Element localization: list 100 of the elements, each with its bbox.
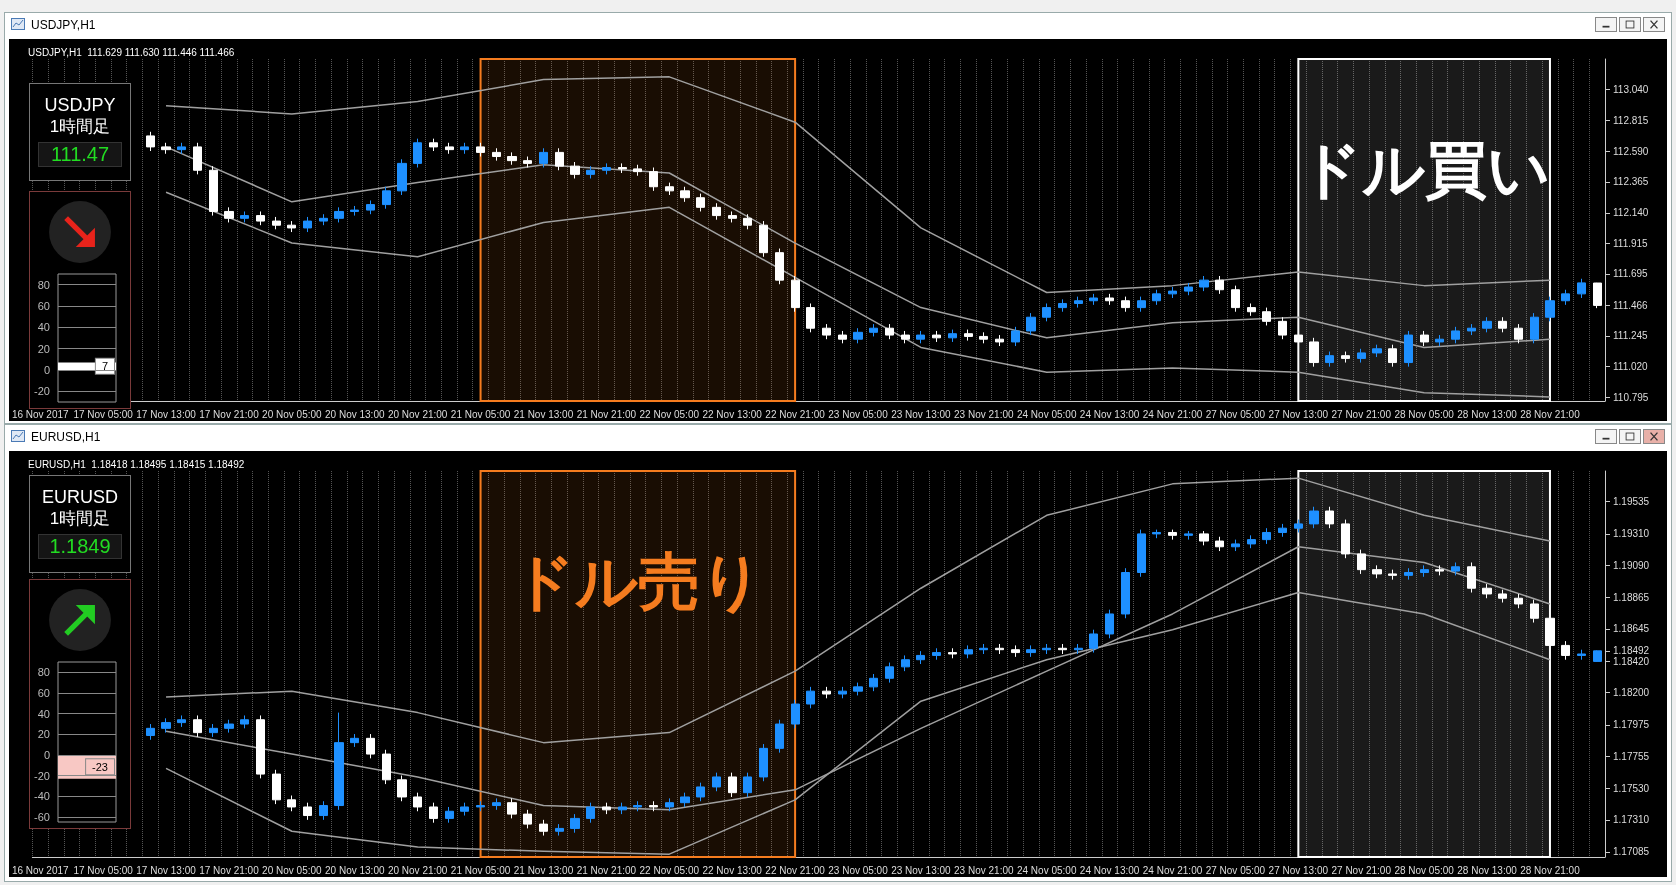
y-tick-label: 0 [43, 748, 50, 761]
candlestick [1561, 289, 1570, 306]
candlestick [1231, 539, 1240, 552]
candlestick [539, 147, 548, 169]
y-tick-label: 111.695 [1613, 268, 1649, 280]
candlestick [1482, 316, 1492, 333]
candlestick [696, 193, 705, 212]
y-tick-label: 1.18865 [1613, 592, 1650, 604]
candlestick [1435, 564, 1444, 576]
candlestick [1011, 326, 1020, 347]
line-series [165, 76, 1551, 294]
candlestick [1247, 534, 1256, 549]
candlestick [1420, 564, 1429, 578]
candlestick [256, 210, 265, 226]
x-tick-label: 28 Nov 05:00 [1394, 864, 1455, 876]
candlestick [586, 165, 595, 179]
candlestick [1121, 296, 1130, 313]
candlestick [696, 782, 705, 802]
y-tick-label: 112.590 [1613, 145, 1649, 157]
x-tick-label: 21 Nov 13:00 [513, 864, 574, 876]
candlestick [161, 717, 171, 734]
x-tick-label: 22 Nov 13:00 [702, 864, 763, 876]
candlestick [1530, 312, 1539, 344]
candlestick [1199, 275, 1209, 292]
candlestick [1231, 285, 1240, 313]
candlestick [1498, 589, 1507, 604]
candlestick [680, 792, 690, 808]
candlestick [303, 216, 312, 233]
candlestick [948, 647, 957, 659]
candlestick [382, 186, 391, 210]
x-tick-label: 17 Nov 05:00 [73, 408, 134, 420]
candlestick [1388, 344, 1397, 368]
candlestick [932, 330, 941, 343]
candlestick [586, 802, 595, 824]
data-label: 7 [101, 360, 108, 373]
candlestick [916, 330, 925, 344]
candlestick [979, 331, 988, 344]
x-tick-label: 21 Nov 21:00 [576, 864, 637, 876]
text: EURUSD [41, 486, 119, 508]
x-tick-label: 27 Nov 13:00 [1268, 864, 1329, 876]
candlestick [775, 719, 784, 754]
y-tick-label: 20 [37, 728, 50, 741]
data-label: -23 [92, 760, 108, 773]
y-tick-label: 111.245 [1613, 330, 1649, 342]
text: USDJPY [43, 94, 117, 116]
candlestick [1262, 527, 1271, 545]
candlestick [350, 733, 359, 748]
candlestick [1262, 307, 1271, 326]
x-tick-label: 28 Nov 13:00 [1457, 864, 1518, 876]
x-tick-label: 24 Nov 21:00 [1142, 864, 1203, 876]
candlestick [806, 302, 815, 333]
y-tick-label: -20 [34, 385, 50, 398]
y-tick-label: 112.140 [1613, 207, 1649, 219]
x-tick-label: 27 Nov 05:00 [1205, 408, 1266, 420]
y-tick-label: 1.18200 [1613, 687, 1650, 699]
candlestick [728, 210, 737, 223]
candlestick [728, 772, 737, 798]
candlestick [1247, 302, 1256, 317]
x-tick-label: 22 Nov 21:00 [765, 408, 826, 420]
x-tick-label: 23 Nov 21:00 [954, 864, 1014, 876]
candlestick [1184, 530, 1193, 541]
candlestick [1168, 286, 1177, 299]
candlestick [1404, 567, 1413, 581]
candlestick [1593, 649, 1602, 663]
candlestick [1388, 569, 1397, 581]
candlestick [680, 186, 690, 203]
candlestick [1545, 296, 1555, 322]
x-tick-label: 22 Nov 13:00 [702, 408, 763, 420]
candlestick [712, 202, 721, 221]
candlestick [1199, 530, 1209, 546]
candlestick [1341, 519, 1350, 559]
y-tick-label: -20 [34, 769, 50, 782]
candlestick [476, 800, 485, 812]
candlestick [1042, 643, 1051, 655]
candlestick [460, 142, 469, 155]
candlestick [492, 147, 501, 162]
y-tick-label: 1.19535 [1613, 496, 1650, 508]
candlestick [287, 220, 296, 233]
candlestick [555, 823, 564, 837]
x-tick-label: 27 Nov 21:00 [1331, 864, 1392, 876]
candlestick [272, 769, 281, 805]
candlestick [1074, 643, 1083, 655]
candlestick [224, 719, 234, 734]
candlestick [1435, 334, 1444, 347]
candlestick [1278, 316, 1287, 340]
y-tick-label: 80 [37, 666, 50, 679]
candlestick [523, 156, 532, 169]
candlestick [618, 802, 627, 815]
candlestick [1011, 644, 1020, 658]
candlestick [665, 797, 674, 812]
candlestick [649, 800, 658, 812]
candlestick [1577, 649, 1586, 661]
x-tick-label: 28 Nov 05:00 [1394, 408, 1455, 420]
candlestick [413, 138, 422, 169]
x-tick-label: 17 Nov 13:00 [136, 864, 197, 876]
candlestick [1325, 506, 1334, 529]
candlestick [948, 329, 957, 343]
candlestick [1074, 296, 1083, 309]
candlestick [838, 686, 847, 699]
x-tick-label: 20 Nov 05:00 [262, 864, 323, 876]
